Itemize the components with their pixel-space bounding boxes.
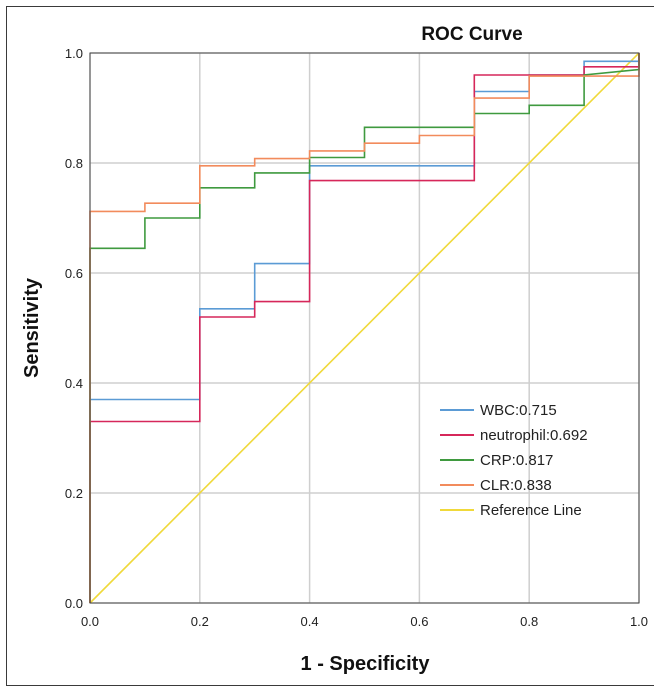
legend: WBC:0.715 neutrophil:0.692 CRP:0.817 CLR:0.…: [440, 402, 588, 519]
x-axis-label: 1 - Specificity: [301, 653, 431, 674]
y-axis-label: Sensitivity: [21, 277, 43, 378]
x-tick-label: 1.0: [630, 614, 648, 629]
y-tick-label: 0.6: [65, 266, 83, 281]
y-tick-label: 0.4: [65, 376, 83, 391]
series-line: [89, 53, 640, 603]
chart-title: ROC Curve: [421, 24, 522, 45]
y-tick-label: 1.0: [65, 46, 83, 61]
series-line: [89, 52, 640, 604]
legend-label: neutrophil:0.692: [480, 427, 588, 444]
x-tick-label: 0.2: [191, 614, 209, 629]
x-tick-label: 0.6: [410, 614, 428, 629]
x-tick-label: 0.4: [301, 614, 319, 629]
series-line: [89, 53, 640, 603]
x-tick-label: 0.0: [81, 614, 99, 629]
y-tick-label: 0.0: [65, 596, 83, 611]
legend-label: Reference Line: [480, 502, 582, 519]
x-tick-label: 0.8: [520, 614, 538, 629]
y-tick-label: 0.8: [65, 156, 83, 171]
series-lines: [89, 52, 640, 604]
legend-label: CLR:0.838: [480, 477, 552, 494]
series-line: [89, 53, 640, 603]
plot-border: [89, 52, 640, 604]
y-tick-label: 0.2: [65, 486, 83, 501]
legend-label: WBC:0.715: [480, 402, 557, 419]
tick-labels: 0.0 0.0 0.2 0.2 0.4 0.4 0.6 0.6 0.8 0.8 1.0 1.0: [65, 46, 648, 629]
legend-label: CRP:0.817: [480, 452, 553, 469]
